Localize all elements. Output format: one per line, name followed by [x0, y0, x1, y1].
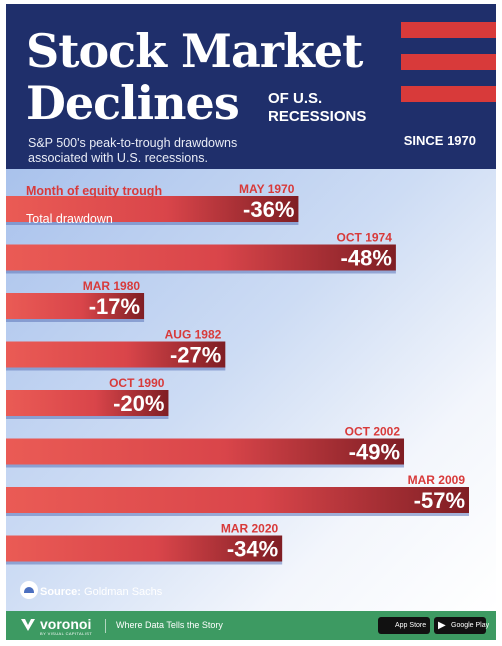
bar-shadow — [6, 561, 283, 565]
title-line3: OF U.S. RECESSIONS — [268, 90, 367, 125]
source-text: Source: Goldman Sachs — [40, 586, 162, 598]
chart-area: MAY 1970 -36% OCT 1974 -48% MAR 1980 -17% AUG … — [6, 169, 496, 611]
bar-chart: MAY 1970-36% OCT 1974-48% MAR 1980-17% AUG … — [6, 182, 469, 565]
bar-shadow — [6, 222, 299, 225]
legend-drawdown-label: Total drawdown — [26, 212, 113, 226]
bar-oct-2002 — [6, 438, 405, 465]
source-value: Goldman Sachs — [84, 586, 163, 598]
since-label: SINCE 1970 — [403, 133, 476, 148]
tagline: Where Data Tells the Story — [116, 620, 223, 630]
value-label: -49% — [349, 440, 400, 465]
category-label: MAR 2009 — [408, 473, 466, 487]
footer-divider — [105, 619, 106, 633]
header-banner: Stock Market Declines OF U.S. RECESSIONS… — [6, 4, 496, 169]
bar-shadow — [6, 367, 226, 371]
source-icon — [20, 581, 38, 599]
value-label: -27% — [170, 343, 221, 368]
brand-subtitle: BY VISUAL CAPITALIST — [40, 631, 93, 636]
value-label: -17% — [89, 294, 140, 319]
bar-oct-1990 — [6, 390, 169, 416]
value-label: -36% — [243, 197, 294, 222]
value-label: -20% — [113, 391, 164, 416]
category-label: MAR 1980 — [83, 279, 141, 293]
category-label: OCT 1990 — [109, 376, 165, 390]
brand-name: voronoi — [40, 616, 92, 632]
bar-shadow — [6, 270, 396, 274]
bar-shadow — [6, 464, 405, 468]
title-line2: Declines — [26, 76, 240, 130]
category-label: MAR 2020 — [221, 522, 279, 536]
bar-aug-1982 — [6, 341, 226, 368]
app-store-label: App Store — [395, 622, 427, 629]
play-icon: ▶ — [438, 620, 446, 631]
bar-mar-2009 — [6, 487, 469, 513]
google-play-button[interactable]: ▶ Google Play — [434, 617, 490, 634]
category-label: AUG 1982 — [165, 328, 222, 342]
bar-shadow — [6, 416, 169, 419]
category-label: MAY 1970 — [239, 182, 295, 196]
value-label: -34% — [227, 537, 278, 562]
footer-bar: voronoi BY VISUAL CAPITALIST Where Data … — [6, 611, 496, 640]
flag-stripes — [401, 4, 496, 169]
google-play-label: Google Play — [451, 622, 490, 629]
category-label: OCT 2002 — [345, 425, 401, 439]
subtitle: S&P 500's peak-to-trough drawdowns assoc… — [28, 136, 238, 165]
value-label: -48% — [341, 246, 392, 271]
bar-mar-2020 — [6, 535, 283, 562]
bar-mar-1980 — [6, 293, 145, 319]
app-store-button[interactable]: App Store — [378, 617, 430, 634]
value-label: -57% — [414, 488, 465, 513]
title-line1: Stock Market — [26, 24, 363, 78]
bar-shadow — [6, 513, 469, 516]
bar-shadow — [6, 319, 145, 322]
legend-month-label: Month of equity trough — [26, 184, 163, 198]
source-label: Source: — [40, 586, 81, 598]
category-label: OCT 1974 — [337, 231, 393, 245]
bar-oct-1974 — [6, 244, 396, 271]
voronoi-logo-icon — [21, 619, 35, 631]
bar-may-1970 — [6, 196, 299, 222]
